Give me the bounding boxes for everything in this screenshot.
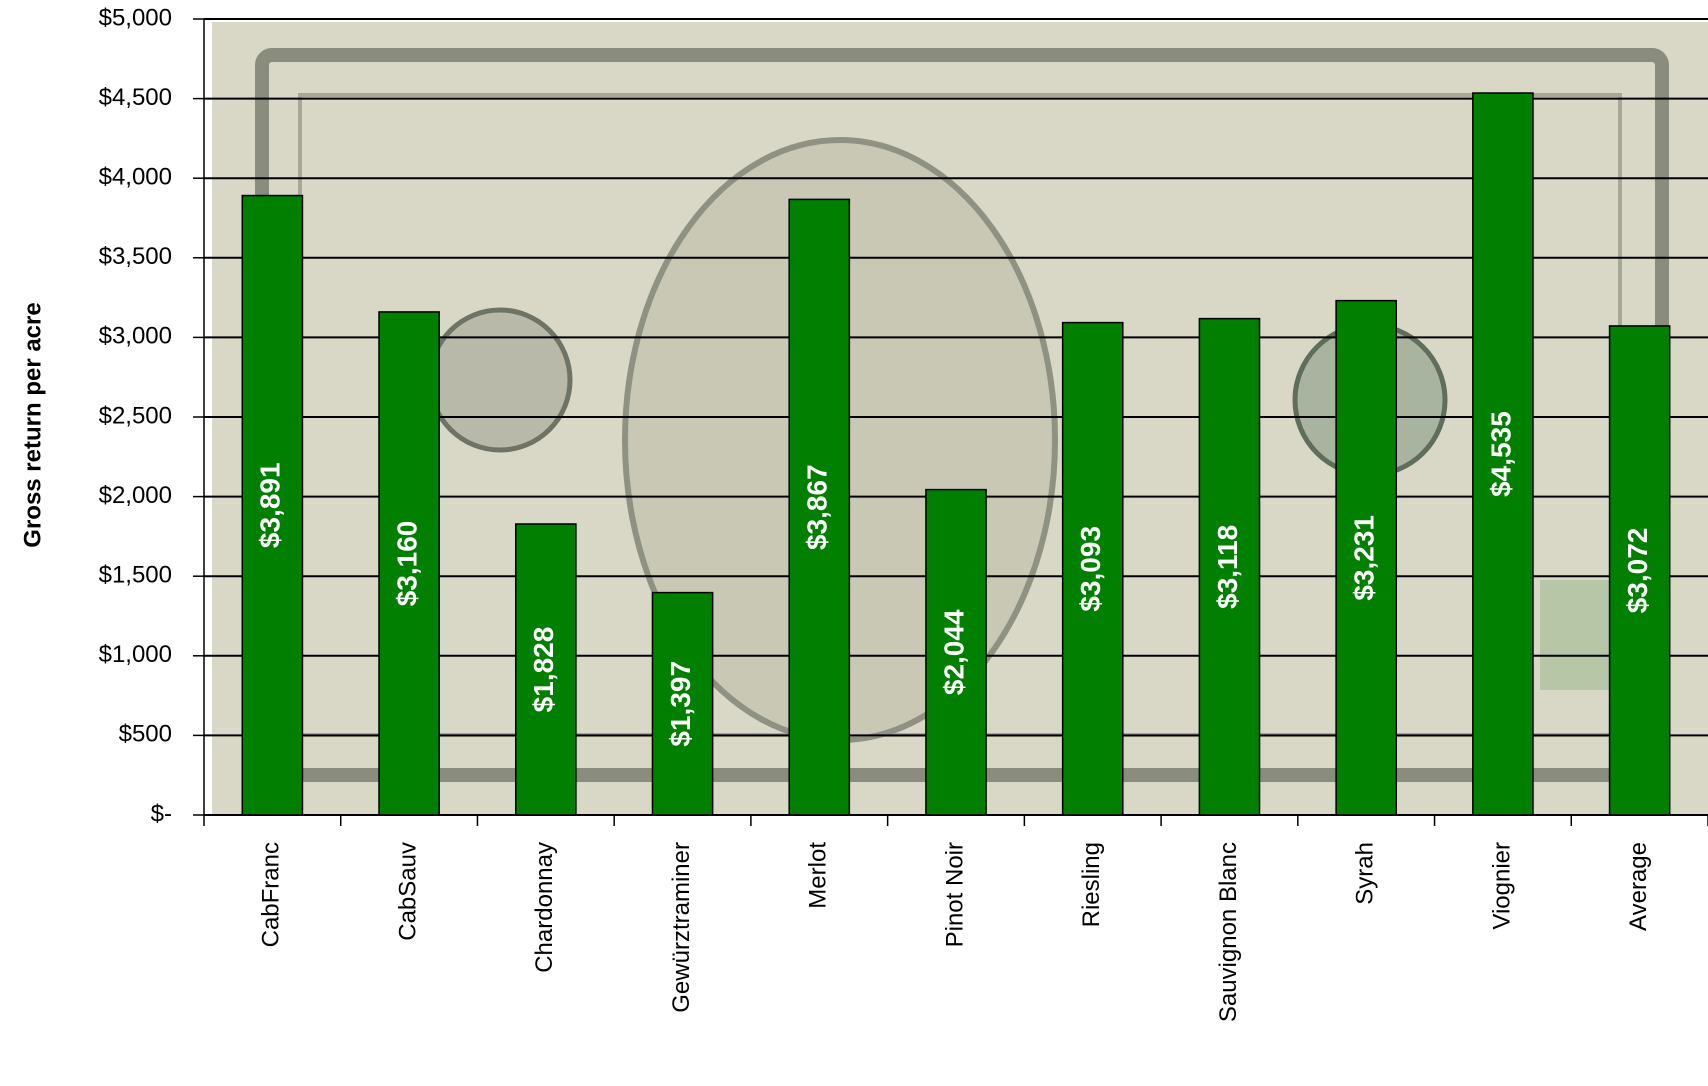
x-tick-label: CabFranc: [258, 842, 285, 947]
x-tick-label: Gewürztraminer: [668, 842, 695, 1013]
y-tick-label: $3,000: [99, 323, 172, 350]
value-label: $1,828: [528, 627, 559, 713]
x-tick-label: Sauvignon Blanc: [1215, 842, 1242, 1022]
x-tick-label: Merlot: [805, 842, 832, 909]
bar: [1061, 321, 1124, 816]
y-tick-label: $3,500: [99, 243, 172, 270]
value-label: $2,044: [938, 609, 969, 695]
bar: [241, 194, 304, 816]
value-label: $3,231: [1349, 515, 1380, 601]
bar: [1198, 317, 1261, 816]
y-tick-label: $4,000: [99, 164, 172, 191]
value-label: $3,072: [1622, 528, 1653, 614]
bar: [514, 523, 577, 816]
x-tick-label: Riesling: [1078, 842, 1105, 927]
value-label: $3,867: [802, 464, 833, 550]
value-label: $1,397: [665, 661, 696, 747]
y-tick-label: $1,000: [99, 641, 172, 668]
x-tick-label: Chardonnay: [531, 842, 558, 973]
bar: [651, 591, 714, 816]
x-tick-label: CabSauv: [394, 842, 421, 941]
value-label: $3,160: [391, 521, 422, 607]
x-tick-label: Average: [1625, 842, 1652, 931]
x-tick-label: Viognier: [1488, 842, 1515, 930]
bar: [788, 198, 851, 816]
bar: [925, 488, 987, 816]
y-axis-label: Gross return per acre: [19, 302, 46, 547]
y-tick-label: $-: [151, 800, 172, 827]
value-label: $3,891: [255, 462, 286, 548]
y-tick-label: $2,500: [99, 402, 172, 429]
y-tick-label: $500: [119, 721, 172, 748]
bar: [1335, 299, 1398, 816]
x-tick-label: Pinot Noir: [941, 842, 968, 947]
y-tick-label: $1,500: [99, 562, 172, 589]
y-tick-label: $4,500: [99, 84, 172, 111]
y-tick-label: $2,000: [99, 482, 172, 509]
value-label: $4,535: [1485, 411, 1516, 497]
bar: [1608, 325, 1671, 816]
y-tick-label: $5,000: [99, 4, 172, 31]
x-tick-label: Syrah: [1352, 842, 1379, 905]
value-label: $3,093: [1075, 526, 1106, 612]
value-label: $3,118: [1212, 525, 1243, 609]
